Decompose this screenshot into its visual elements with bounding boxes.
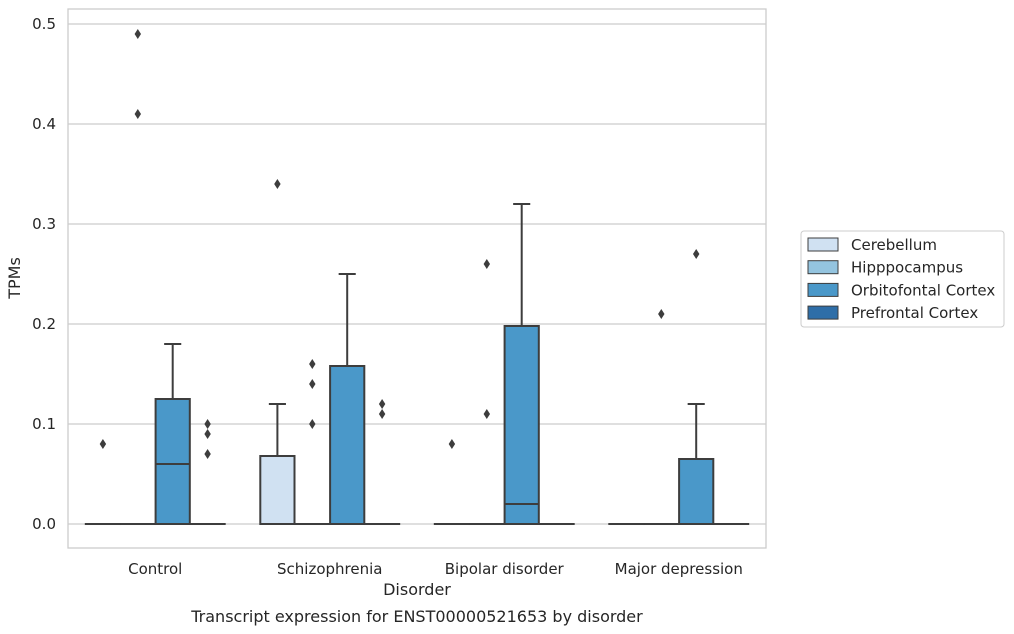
outlier-point xyxy=(274,179,281,189)
y-tick-label: 0.4 xyxy=(32,115,56,133)
outlier-point xyxy=(692,249,700,259)
box-group xyxy=(643,309,680,526)
box-group xyxy=(294,359,331,526)
y-tick-label: 0.5 xyxy=(32,15,56,33)
x-axis-label: Disorder xyxy=(383,580,451,599)
outlier-point xyxy=(204,419,211,429)
x-tick-label: Major depression xyxy=(615,560,743,578)
x-tick-label: Control xyxy=(128,560,182,578)
outlier-point xyxy=(134,29,142,39)
x-tick-label: Schizophrenia xyxy=(277,560,382,578)
box-group xyxy=(329,273,366,525)
y-axis-ticks: 0.0 0.1 0.2 0.3 0.4 0.5 xyxy=(32,15,56,533)
outlier-point xyxy=(204,429,211,439)
box-group xyxy=(119,29,156,526)
outlier-point xyxy=(378,399,386,409)
outlier-point xyxy=(204,449,211,459)
legend-label: Prefrontal Cortex xyxy=(851,304,978,322)
box xyxy=(154,398,191,525)
outlier-point xyxy=(483,409,491,419)
box xyxy=(259,455,296,525)
outlier-point xyxy=(448,439,456,449)
legend-label: Orbitofontal Cortex xyxy=(851,281,995,299)
legend-label: Cerebellum xyxy=(851,236,937,254)
box-group xyxy=(189,419,226,526)
y-tick-label: 0.0 xyxy=(32,515,56,533)
outlier-point xyxy=(309,379,316,389)
box-group xyxy=(259,179,296,525)
x-tick-label: Bipolar disorder xyxy=(445,560,565,578)
outlier-point xyxy=(99,439,107,449)
outlier-point xyxy=(483,259,491,269)
box-group xyxy=(433,439,471,526)
legend-label: Hipppocampus xyxy=(851,259,963,277)
box-series xyxy=(84,29,750,526)
box xyxy=(678,458,715,525)
legend-swatch xyxy=(807,282,839,297)
chart-title: Transcript expression for ENST0000052165… xyxy=(190,607,643,626)
box-group xyxy=(468,259,505,526)
box-group xyxy=(363,399,401,526)
box-group xyxy=(503,203,540,525)
outlier-point xyxy=(658,309,665,319)
legend: Cerebellum Hipppocampus Orbitofontal Corte… xyxy=(800,230,1005,328)
box-group xyxy=(678,249,715,525)
outlier-point xyxy=(309,359,316,369)
legend-swatch xyxy=(807,260,839,275)
y-tick-label: 0.2 xyxy=(32,315,56,333)
legend-swatch xyxy=(807,237,839,252)
box xyxy=(329,365,366,525)
plot-area-frame xyxy=(67,8,767,549)
legend-swatch xyxy=(807,305,839,320)
box-group xyxy=(84,439,122,526)
outlier-point xyxy=(309,419,316,429)
y-axis-label: TPMs xyxy=(5,257,24,300)
box-group xyxy=(154,343,191,525)
x-axis-ticks: Control Schizophrenia Bipolar disorder Majo… xyxy=(128,560,743,578)
outlier-point xyxy=(378,409,386,419)
outlier-point xyxy=(134,109,142,119)
y-tick-label: 0.3 xyxy=(32,215,56,233)
box xyxy=(503,325,540,525)
legend-frame xyxy=(800,230,1005,328)
y-tick-label: 0.1 xyxy=(32,415,56,433)
